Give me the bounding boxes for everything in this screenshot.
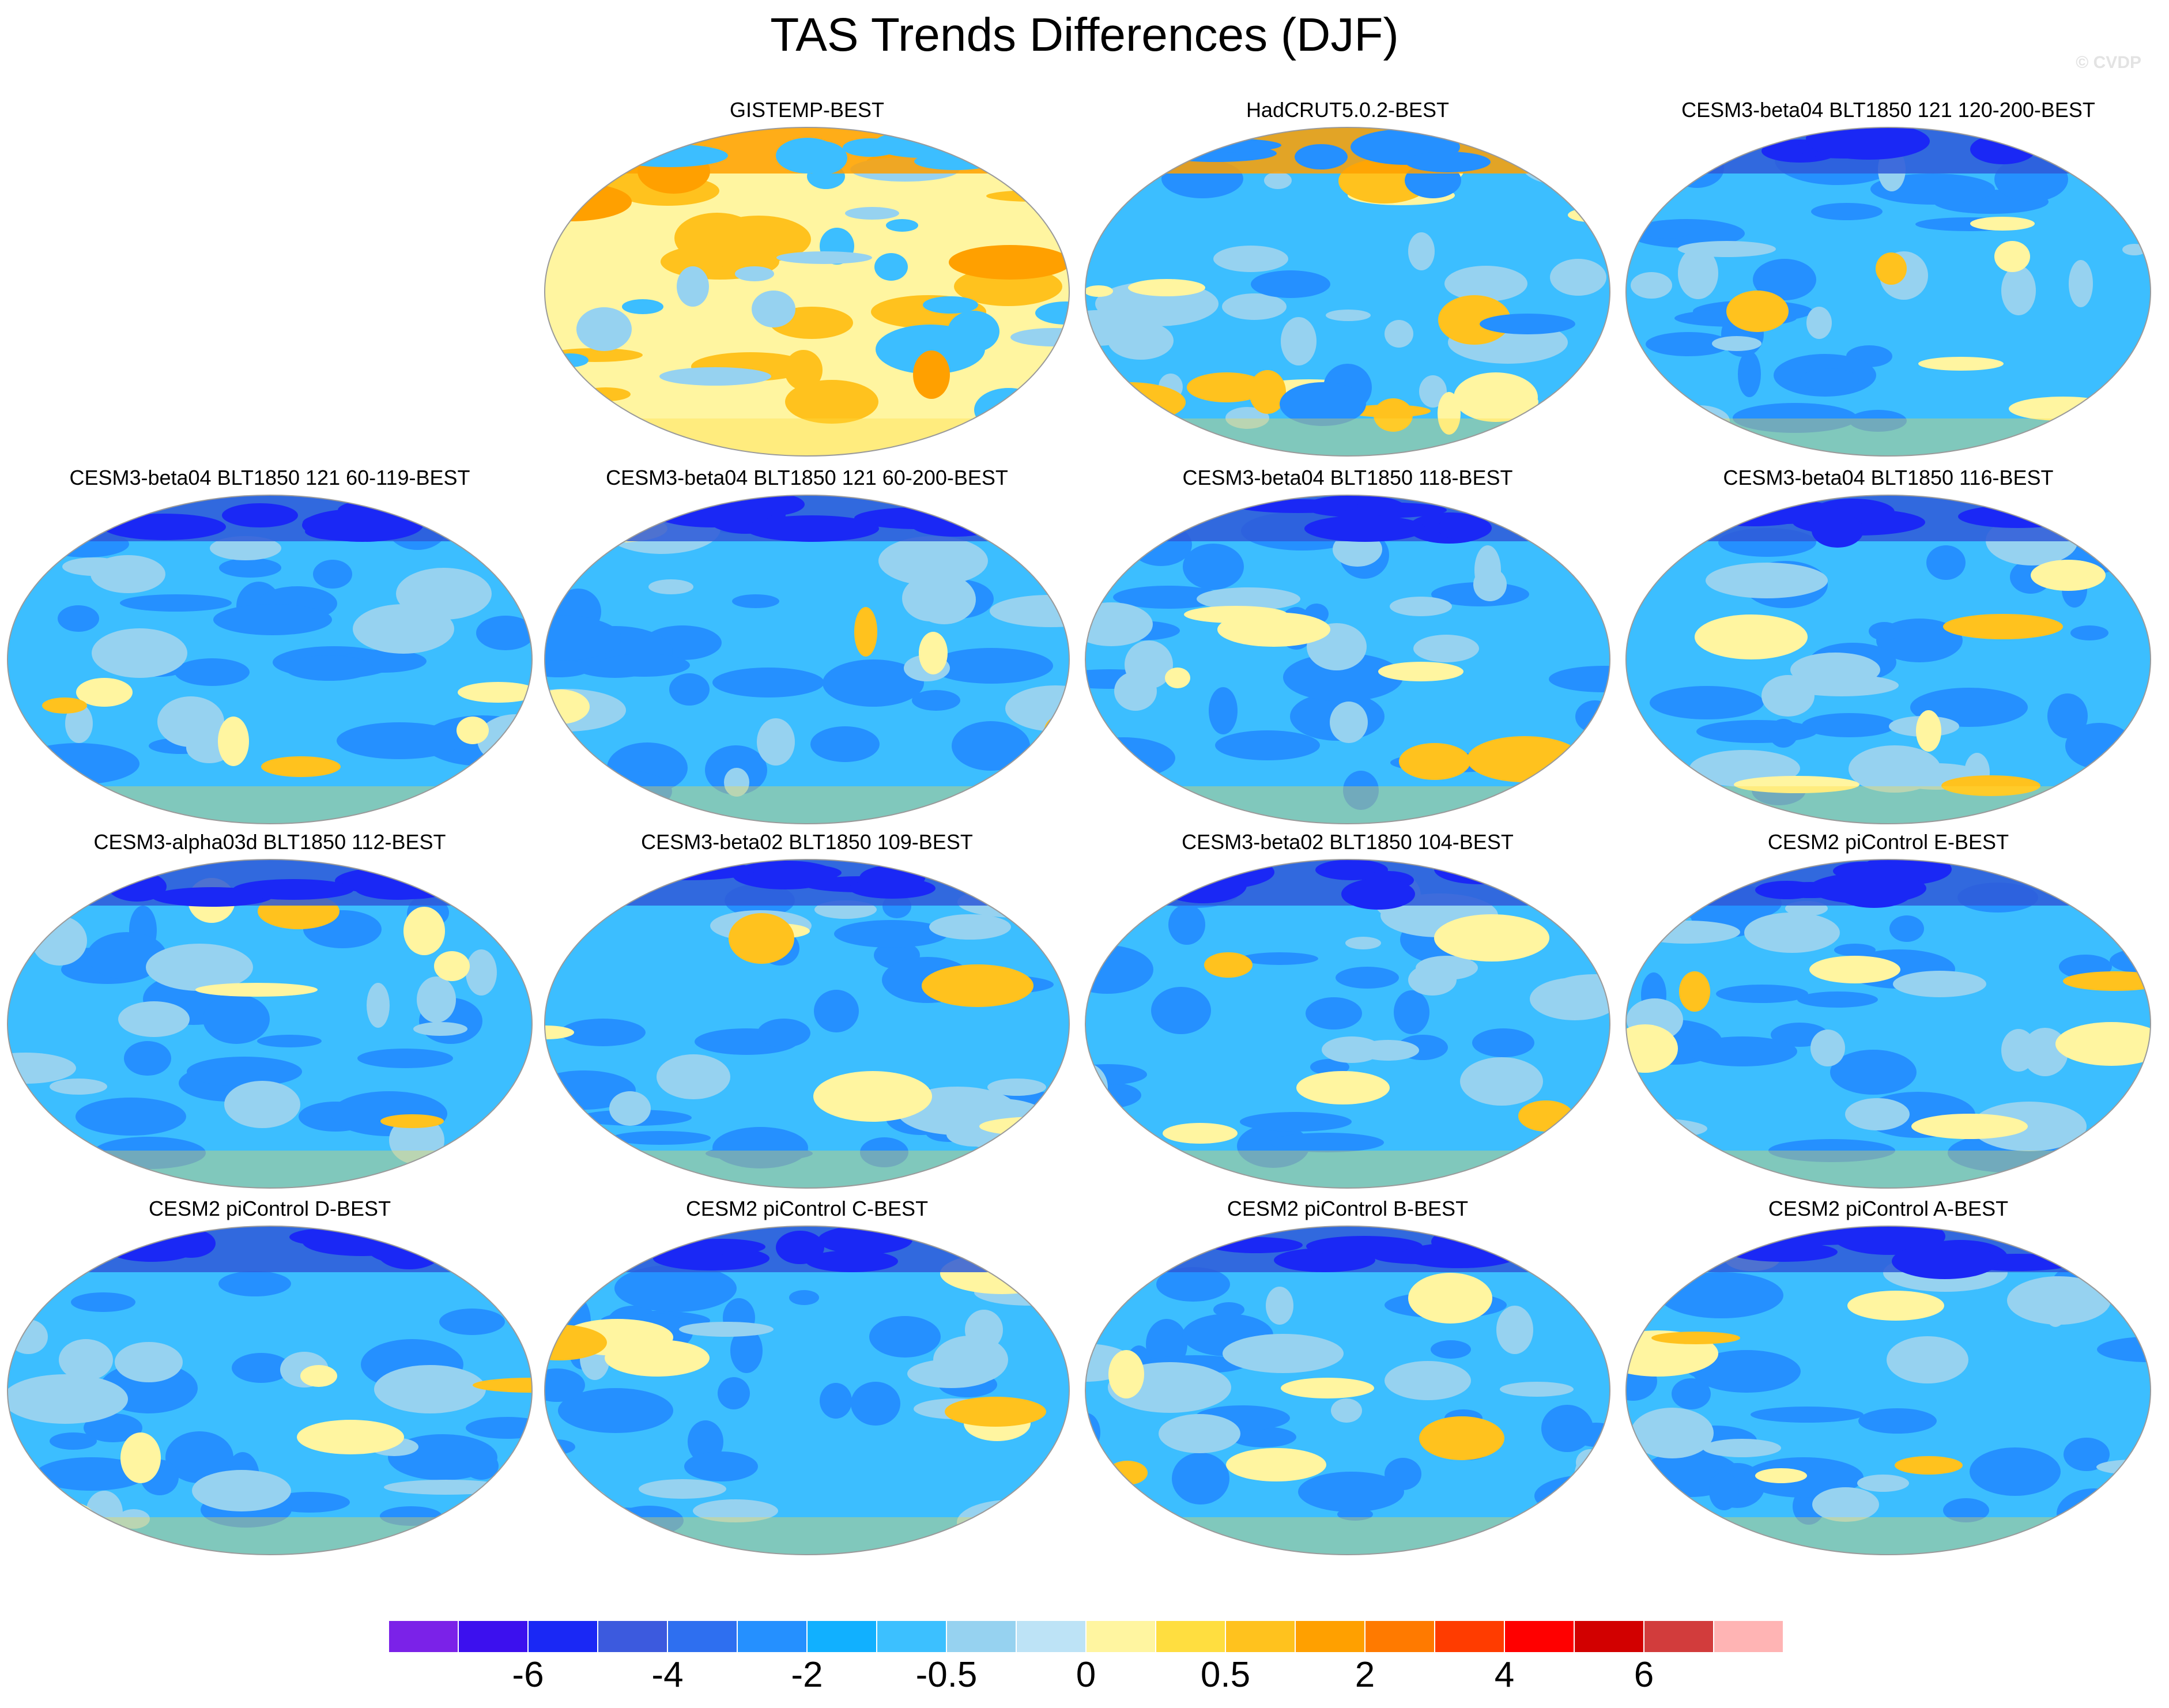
colorbar-cell [388,1620,459,1653]
colorbar-cell [1016,1620,1087,1653]
map-field [1085,495,1610,824]
colorbar-cell [806,1620,877,1653]
map-panel: CESM3-beta02 BLT1850 109-BEST [542,830,1072,1192]
colorbar-cell [1085,1620,1156,1653]
colorbar-cell [1295,1620,1365,1653]
colorbar-label: -6 [512,1655,544,1695]
map-panel: CESM2 piControl C-BEST [542,1197,1072,1559]
map-panel: GISTEMP-BEST [542,98,1072,460]
colorbar-cell [527,1620,598,1653]
panel-title: CESM3-beta04 BLT1850 121 120-200-BEST [1681,98,2095,122]
colorbar-cell [1574,1620,1644,1653]
panel-title: CESM3-beta02 BLT1850 104-BEST [1182,830,1514,854]
map-panel: CESM3-alpha03d BLT1850 112-BEST [5,830,535,1192]
map-field [544,859,1070,1189]
colorbar-label: 0 [1076,1655,1096,1695]
map-panel: CESM3-beta04 BLT1850 121 60-119-BEST [5,466,535,828]
panel-title: CESM3-beta04 BLT1850 116-BEST [1723,466,2054,489]
colorbar-cell [876,1620,947,1653]
map-field [1625,127,2151,457]
colorbar [388,1620,1783,1653]
map-field [544,495,1070,824]
panel-title: CESM3-alpha03d BLT1850 112-BEST [93,830,446,854]
colorbar-label: -4 [651,1655,684,1695]
panel-title: CESM3-beta02 BLT1850 109-BEST [641,830,973,854]
panel-title: CESM2 piControl B-BEST [1227,1197,1469,1220]
colorbar-label: -2 [791,1655,823,1695]
colorbar-cell [1713,1620,1783,1653]
map-panel: HadCRUT5.0.2-BEST [1082,98,1613,460]
figure-title: TAS Trends Differences (DJF) [770,9,1399,61]
map-field [7,1226,533,1555]
watermark: © CVDP [2076,53,2141,72]
colorbar-cell [1434,1620,1505,1653]
panel-title: GISTEMP-BEST [729,98,885,122]
colorbar-cell [737,1620,808,1653]
map-field [1625,1226,2151,1555]
colorbar-cell [946,1620,1017,1653]
map-field [1085,1226,1610,1555]
colorbar-cell [1364,1620,1435,1653]
map-field [1085,859,1610,1189]
colorbar-cell [1225,1620,1296,1653]
map-field [7,859,533,1189]
map-field [7,495,533,824]
panel-title: CESM3-beta04 BLT1850 118-BEST [1182,466,1513,489]
panel-title: CESM2 piControl C-BEST [685,1197,929,1220]
map-panel: CESM3-beta04 BLT1850 118-BEST [1082,466,1613,828]
panel-title: CESM2 piControl D-BEST [148,1197,391,1220]
map-panel: CESM2 piControl D-BEST [5,1197,535,1559]
map-panel: CESM3-beta04 BLT1850 121 120-200-BEST [1623,98,2153,460]
map-field [544,127,1070,457]
colorbar-label: 0.5 [1200,1655,1251,1695]
panel-title: CESM2 piControl E-BEST [1767,830,2009,854]
panel-title: CESM3-beta04 BLT1850 121 60-119-BEST [69,466,470,489]
panel-title: HadCRUT5.0.2-BEST [1246,98,1450,122]
colorbar-cell [1643,1620,1714,1653]
map-panel: CESM2 piControl E-BEST [1623,830,2153,1192]
map-field [544,1226,1070,1555]
colorbar-label: -0.5 [915,1655,978,1695]
colorbar-label: 6 [1634,1655,1654,1695]
map-panel: CESM3-beta04 BLT1850 116-BEST [1623,466,2153,828]
colorbar-cell [597,1620,668,1653]
colorbar-cell [1155,1620,1226,1653]
colorbar-cell [458,1620,529,1653]
panel-title: CESM3-beta04 BLT1850 121 60-200-BEST [606,466,1008,489]
map-panel: CESM3-beta04 BLT1850 121 60-200-BEST [542,466,1072,828]
colorbar-label: 2 [1355,1655,1375,1695]
colorbar-cell [667,1620,738,1653]
panel-title: CESM2 piControl A-BEST [1768,1197,2009,1220]
colorbar-cell [1504,1620,1575,1653]
map-field [1085,127,1610,457]
map-field [1625,859,2151,1189]
map-panel: CESM2 piControl A-BEST [1623,1197,2153,1559]
map-panel: CESM2 piControl B-BEST [1082,1197,1613,1559]
colorbar-label: 4 [1494,1655,1515,1695]
map-field [1625,495,2151,824]
map-panel: CESM3-beta02 BLT1850 104-BEST [1082,830,1613,1192]
